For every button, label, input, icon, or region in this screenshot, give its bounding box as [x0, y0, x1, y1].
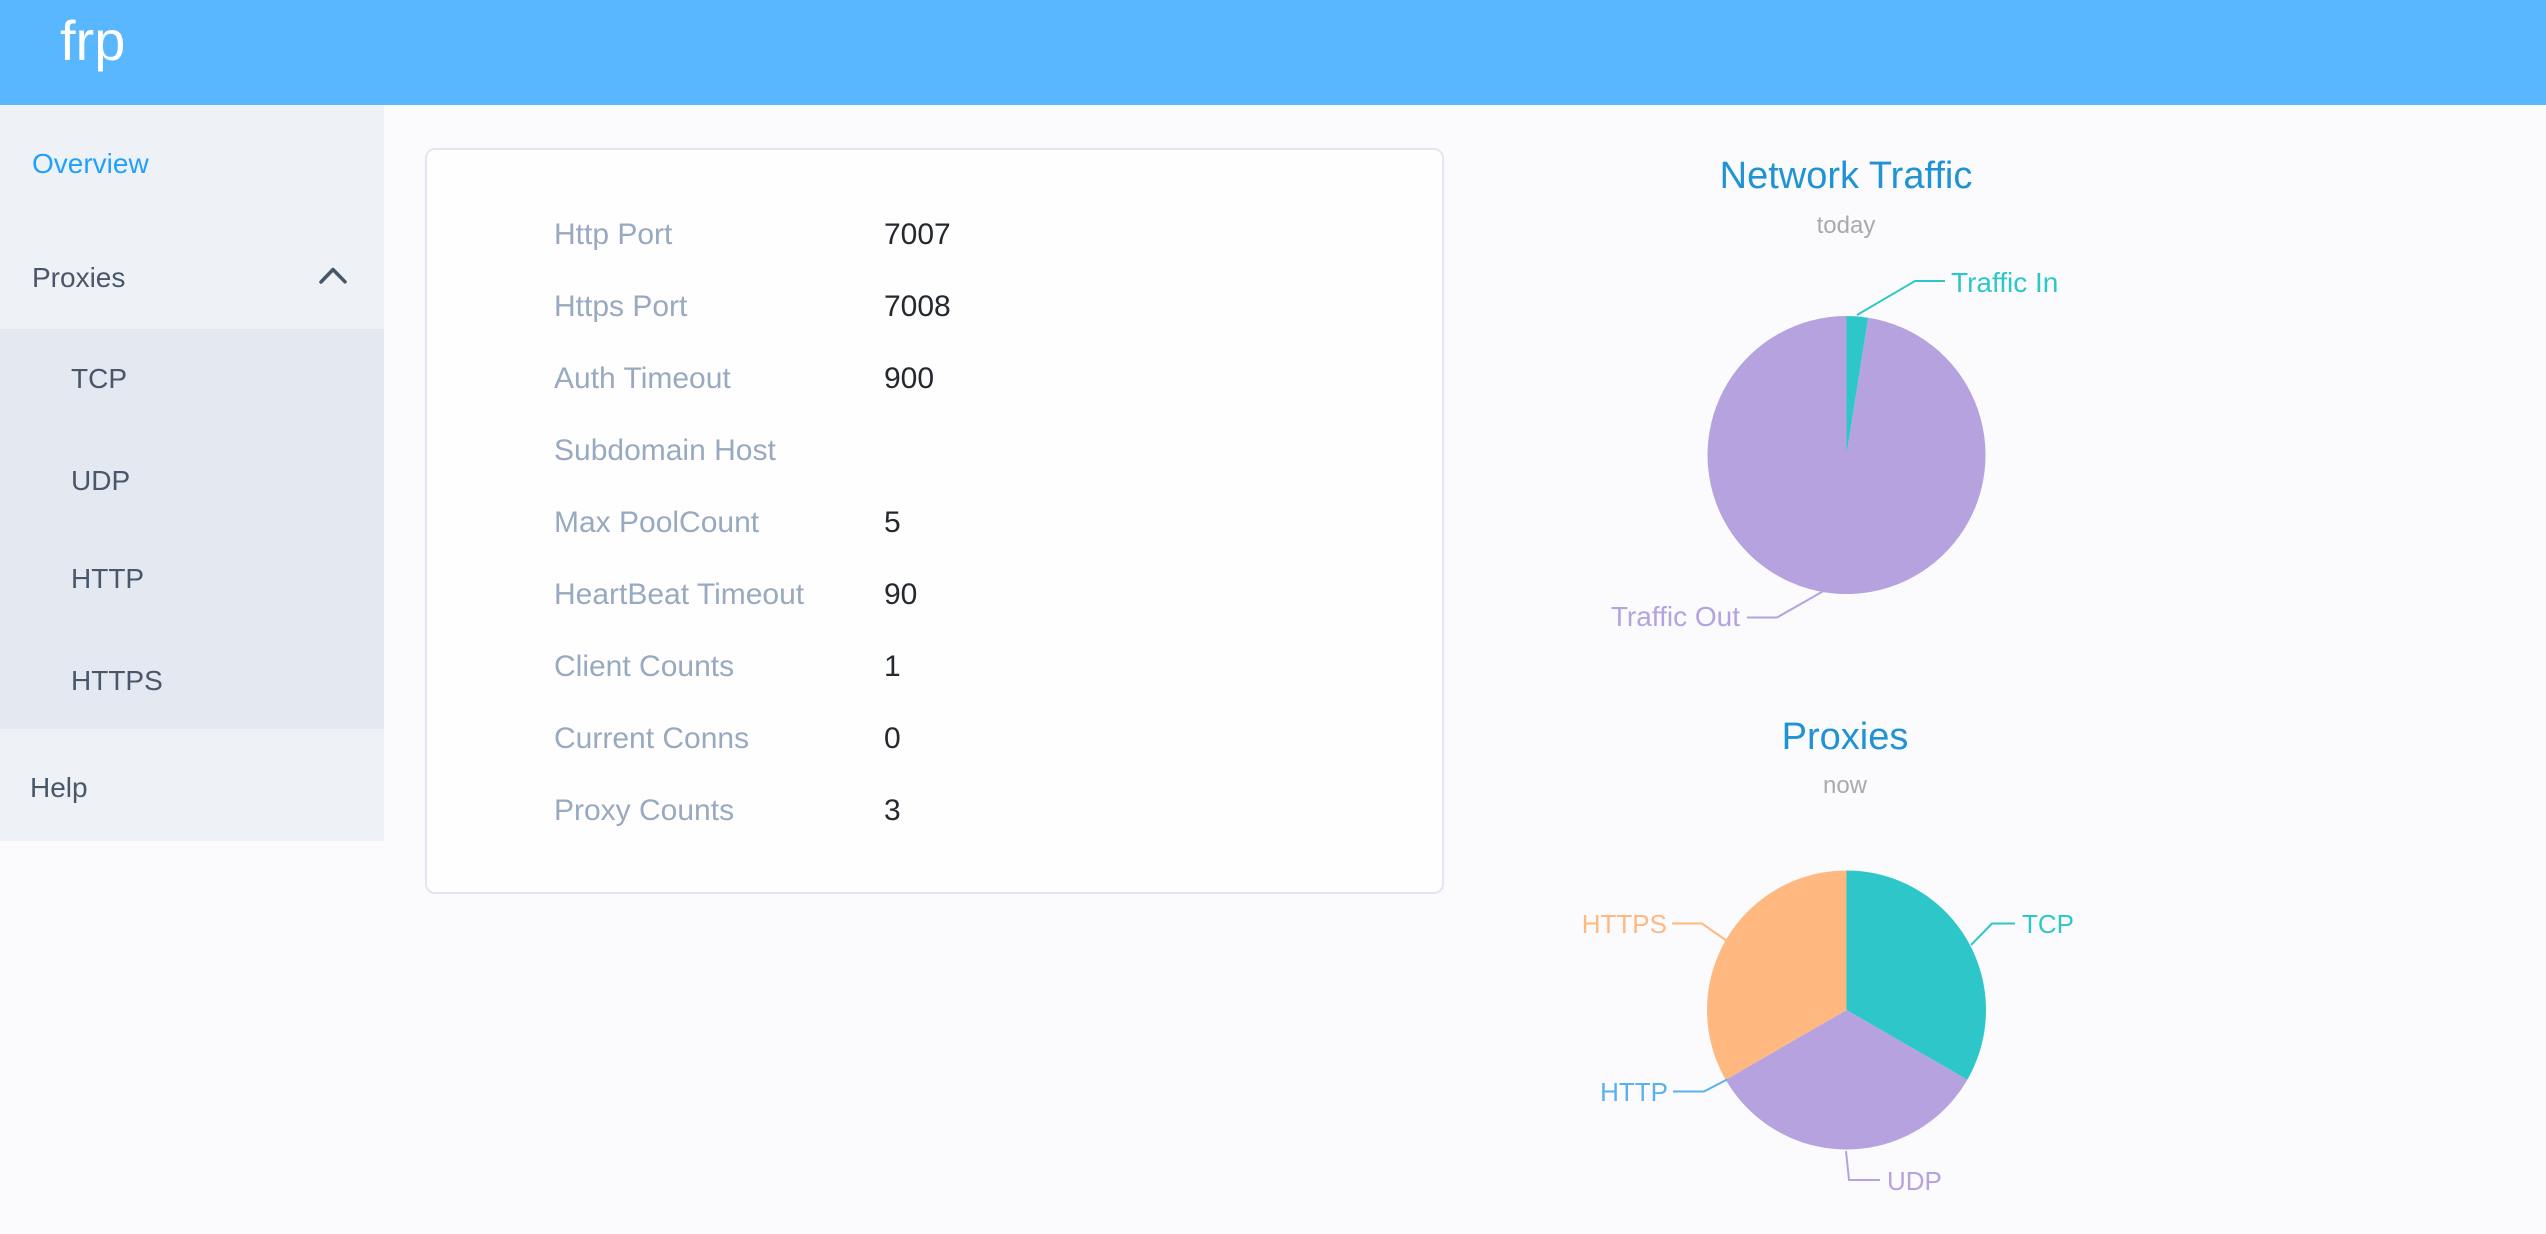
svg-text:TCP: TCP	[2022, 909, 2074, 939]
svg-text:UDP: UDP	[1887, 1166, 1942, 1196]
svg-text:Proxies: Proxies	[1782, 716, 1909, 758]
svg-text:HTTPS: HTTPS	[1582, 909, 1667, 939]
svg-text:Traffic In: Traffic In	[1951, 267, 2058, 298]
svg-text:now: now	[1823, 772, 1868, 799]
svg-text:Network Traffic: Network Traffic	[1720, 155, 1973, 197]
svg-text:Traffic Out: Traffic Out	[1611, 601, 1740, 632]
svg-text:HTTP: HTTP	[1600, 1077, 1668, 1107]
svg-text:today: today	[1817, 212, 1876, 239]
